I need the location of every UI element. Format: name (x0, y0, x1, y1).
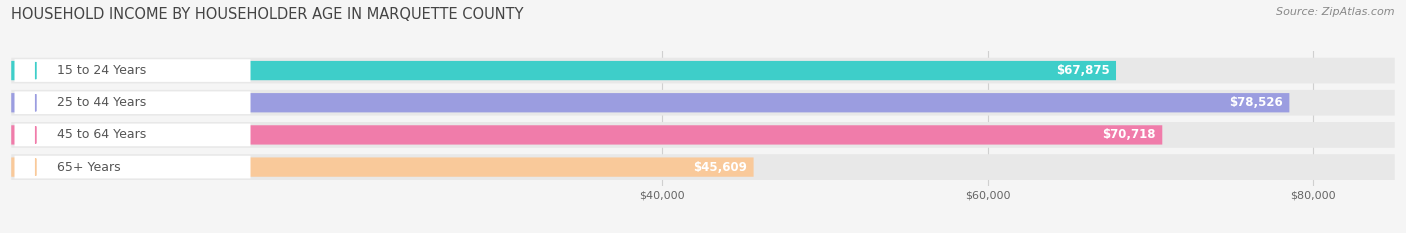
Text: $45,609: $45,609 (693, 161, 747, 174)
Text: 45 to 64 Years: 45 to 64 Years (56, 128, 146, 141)
FancyBboxPatch shape (11, 158, 754, 177)
FancyBboxPatch shape (11, 122, 1395, 148)
Text: 25 to 44 Years: 25 to 44 Years (56, 96, 146, 109)
FancyBboxPatch shape (11, 125, 1163, 144)
FancyBboxPatch shape (11, 93, 1289, 112)
Text: $78,526: $78,526 (1229, 96, 1282, 109)
Text: 15 to 24 Years: 15 to 24 Years (56, 64, 146, 77)
FancyBboxPatch shape (14, 91, 250, 114)
FancyBboxPatch shape (11, 58, 1395, 83)
Text: Source: ZipAtlas.com: Source: ZipAtlas.com (1277, 7, 1395, 17)
FancyBboxPatch shape (14, 123, 250, 146)
Text: 65+ Years: 65+ Years (56, 161, 121, 174)
FancyBboxPatch shape (14, 156, 250, 178)
FancyBboxPatch shape (11, 154, 1395, 180)
Text: HOUSEHOLD INCOME BY HOUSEHOLDER AGE IN MARQUETTE COUNTY: HOUSEHOLD INCOME BY HOUSEHOLDER AGE IN M… (11, 7, 524, 22)
FancyBboxPatch shape (11, 61, 1116, 80)
FancyBboxPatch shape (11, 90, 1395, 116)
Text: $67,875: $67,875 (1056, 64, 1109, 77)
FancyBboxPatch shape (14, 59, 250, 82)
Text: $70,718: $70,718 (1102, 128, 1156, 141)
